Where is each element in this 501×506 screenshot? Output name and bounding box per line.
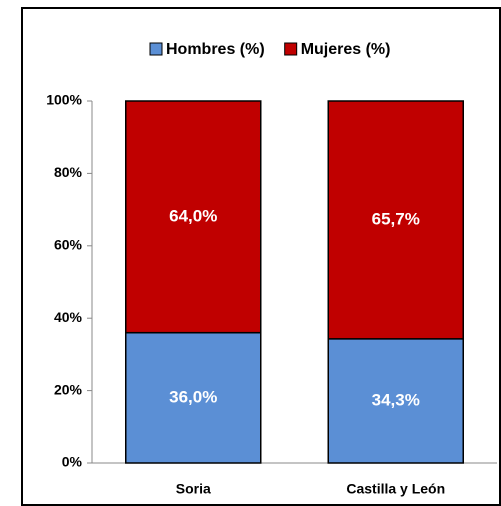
bar-segment [125, 100, 262, 334]
legend-label: Hombres (%) [166, 41, 265, 58]
value-label: 65,7% [372, 209, 420, 228]
y-tick-label: 100% [46, 92, 82, 108]
y-tick-label: 60% [54, 237, 83, 253]
value-label: 64,0% [169, 206, 217, 225]
legend-swatch [284, 42, 298, 56]
value-label: 36,0% [169, 387, 217, 406]
bar-segment [327, 338, 464, 464]
y-tick-label: 20% [54, 381, 83, 397]
x-tick-label: Castilla y León [346, 481, 445, 497]
value-label: 34,3% [372, 390, 420, 409]
bar-segment [327, 100, 464, 340]
y-tick-label: 40% [54, 309, 83, 325]
y-tick-label: 80% [54, 164, 83, 180]
legend-swatch [149, 42, 163, 56]
x-tick-label: Soria [176, 481, 211, 497]
bar-segment [125, 331, 262, 464]
legend-label: Mujeres (%) [301, 41, 391, 58]
y-tick-label: 0% [62, 454, 83, 470]
